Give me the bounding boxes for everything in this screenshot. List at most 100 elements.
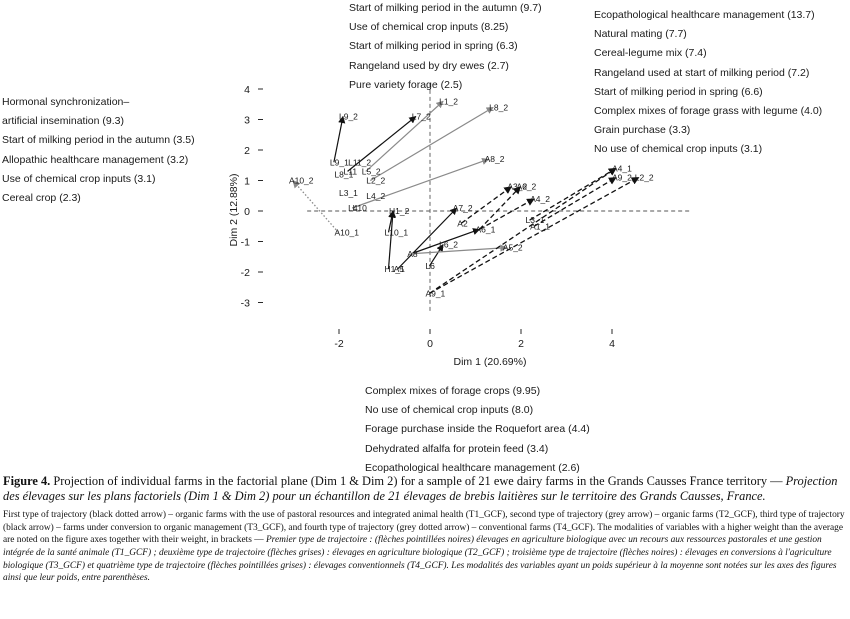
x-tick-label: -2: [334, 338, 343, 350]
dim1-positive-modalities: Ecopathological healthcare management (1…: [594, 6, 822, 160]
right-modality-item: Rangeland used at start of milking perio…: [594, 66, 810, 79]
point-label: L10: [353, 203, 367, 213]
point-label: L5_2: [362, 166, 381, 176]
y-tick-label: 4: [244, 84, 250, 96]
dim2-negative-modalities: Complex mixes of forage crops (9.95) No u…: [365, 382, 590, 478]
point-label: A7_2: [453, 203, 473, 213]
bottom-modality-item: Forage purchase inside the Roquefort are…: [365, 423, 590, 436]
trajectory-arrow: [387, 210, 397, 270]
point-label: L9_2: [339, 112, 358, 122]
point-label: A5: [394, 264, 405, 274]
point-label: L11: [344, 166, 358, 176]
left-modality-item: Use of chemical crop inputs (3.1): [2, 172, 156, 185]
y-tick-label: 0: [244, 206, 250, 218]
point-label: L2_2: [635, 173, 654, 183]
trajectory-arrow: [529, 167, 617, 221]
point-label: L2_2: [366, 176, 385, 186]
caption-note: First type of trajectory (black dotted a…: [3, 509, 847, 585]
y-tick-label: -3: [241, 298, 250, 310]
left-modality-item: Allopathic healthcare management (3.2): [2, 153, 189, 166]
trajectory-arrows: [292, 100, 640, 294]
point-label: L6: [425, 261, 435, 271]
top-modality-item: Start of milking period in spring (6.3): [349, 40, 518, 53]
right-modality-item: Start of milking period in spring (6.6): [594, 85, 763, 98]
top-modality-item: Start of milking period in the autumn (9…: [349, 2, 542, 14]
note-french: Premier type de trajectoire : (flèches p…: [3, 535, 837, 584]
left-modality-item: Cereal crop (2.3): [2, 192, 81, 205]
trajectory-arrow: [411, 228, 481, 255]
x-axis-title: Dim 1 (20.69%): [454, 356, 527, 368]
point-label: L10_1: [385, 227, 409, 237]
top-modality-item: Rangeland used by dry ewes (2.7): [349, 59, 509, 72]
point-label: L8_1: [334, 169, 353, 179]
dim1-negative-modalities: Hormonal synchronization– artificial inse…: [2, 93, 195, 208]
trajectory-arrow: [365, 100, 444, 172]
point-label: A10_1: [334, 227, 359, 237]
trajectory-arrow: [333, 115, 346, 163]
bottom-modality-item: Complex mixes of forage crops (9.95): [365, 385, 541, 397]
factorial-plane-plot: 4 3 2 1 0 -1 -2 -3 -2 0 2 4 L1_2 L8_2 L7_2 L9_2 L9_1 L8_…: [228, 82, 690, 368]
point-label: L3_1: [526, 215, 545, 225]
point-label: L6_2: [439, 240, 458, 250]
bottom-modality-item: No use of chemical crop inputs (8.0): [365, 404, 534, 417]
point-label: A9_2: [612, 173, 632, 183]
dim2-positive-modalities: Start of milking period in the autumn (9…: [349, 0, 542, 95]
point-label: A8: [407, 249, 418, 259]
caption-main: Figure 4. Projection of individual farms…: [3, 474, 847, 503]
y-tick-label: -2: [241, 267, 250, 279]
trajectory-arrow: [397, 207, 458, 270]
right-modality-item: Complex mixes of forage grass with legum…: [594, 105, 823, 118]
left-modality-item: Start of milking period in the autumn (3…: [2, 134, 195, 147]
point-label: L1_2: [439, 96, 458, 106]
left-modality-item: artificial insemination (9.3): [2, 115, 124, 128]
caption-english: Projection of individual farms in the fa…: [53, 474, 783, 488]
point-label: A6_2: [516, 182, 536, 192]
right-modality-item: Ecopathological healthcare management (1…: [594, 9, 815, 21]
trajectory-arrow: [428, 243, 444, 267]
point-label: A4_1: [612, 163, 632, 173]
point-label: L4: [348, 203, 358, 213]
figure-caption: Figure 4. Projection of individual farms…: [3, 474, 847, 585]
figure-label: Figure 4.: [3, 474, 51, 488]
bottom-modality-item: Dehydrated alfalfa for protein feed (3.4…: [365, 442, 549, 455]
right-modality-item: No use of chemical crop inputs (3.1): [594, 143, 763, 156]
plot-axes: 4 3 2 1 0 -1 -2 -3 -2 0 2 4: [241, 82, 690, 350]
bottom-modality-item: Ecopathological healthcare management (2…: [365, 461, 580, 474]
top-modality-item: Pure variety forage (2.5): [349, 78, 463, 91]
point-label: H1_1: [385, 264, 406, 274]
y-tick-label: 2: [244, 145, 250, 157]
trajectory-arrow: [347, 116, 417, 172]
point-label: A2: [457, 218, 468, 228]
trajectory-arrow: [351, 157, 490, 209]
trajectory-arrow: [460, 186, 512, 224]
figure: 4 3 2 1 0 -1 -2 -3 -2 0 2 4 L1_2 L8_2 L7_2 L9_2 L9_1 L8_…: [2, 0, 822, 474]
x-tick-label: 2: [518, 338, 524, 350]
y-axis-title: Dim 2 (12.88%): [228, 174, 240, 247]
trajectory-arrow: [479, 198, 535, 230]
trajectory-arrow: [411, 244, 508, 255]
note-english: First type of trajectory (black dotted a…: [3, 510, 845, 546]
point-label: A4_2: [530, 194, 550, 204]
trajectory-arrow: [369, 106, 494, 182]
point-label: L11_2: [348, 157, 371, 167]
point-label: A9_1: [425, 288, 445, 298]
point-label: L9_1: [330, 157, 349, 167]
point-label: L8_2: [489, 102, 508, 112]
y-tick-label: 1: [244, 176, 250, 188]
trajectory-arrow: [292, 179, 339, 233]
point-label: H1_2: [389, 206, 410, 216]
point-label: A8_2: [485, 154, 505, 164]
y-tick-label: -1: [241, 237, 250, 249]
right-modality-item: Natural mating (7.7): [594, 28, 687, 41]
left-modality-item: Hormonal synchronization–: [2, 96, 130, 108]
point-label: A6_1: [476, 224, 496, 234]
point-label: L3_1: [339, 188, 358, 198]
point-label: A10_2: [289, 176, 314, 186]
trajectory-arrow: [429, 167, 617, 294]
caption-french: Projection des élevages sur les plans fa…: [3, 474, 838, 503]
x-tick-label: 0: [427, 338, 433, 350]
point-label: A3_2: [507, 182, 527, 192]
top-modality-item: Use of chemical crop inputs (8.25): [349, 21, 509, 34]
x-tick-label: 4: [609, 338, 615, 350]
